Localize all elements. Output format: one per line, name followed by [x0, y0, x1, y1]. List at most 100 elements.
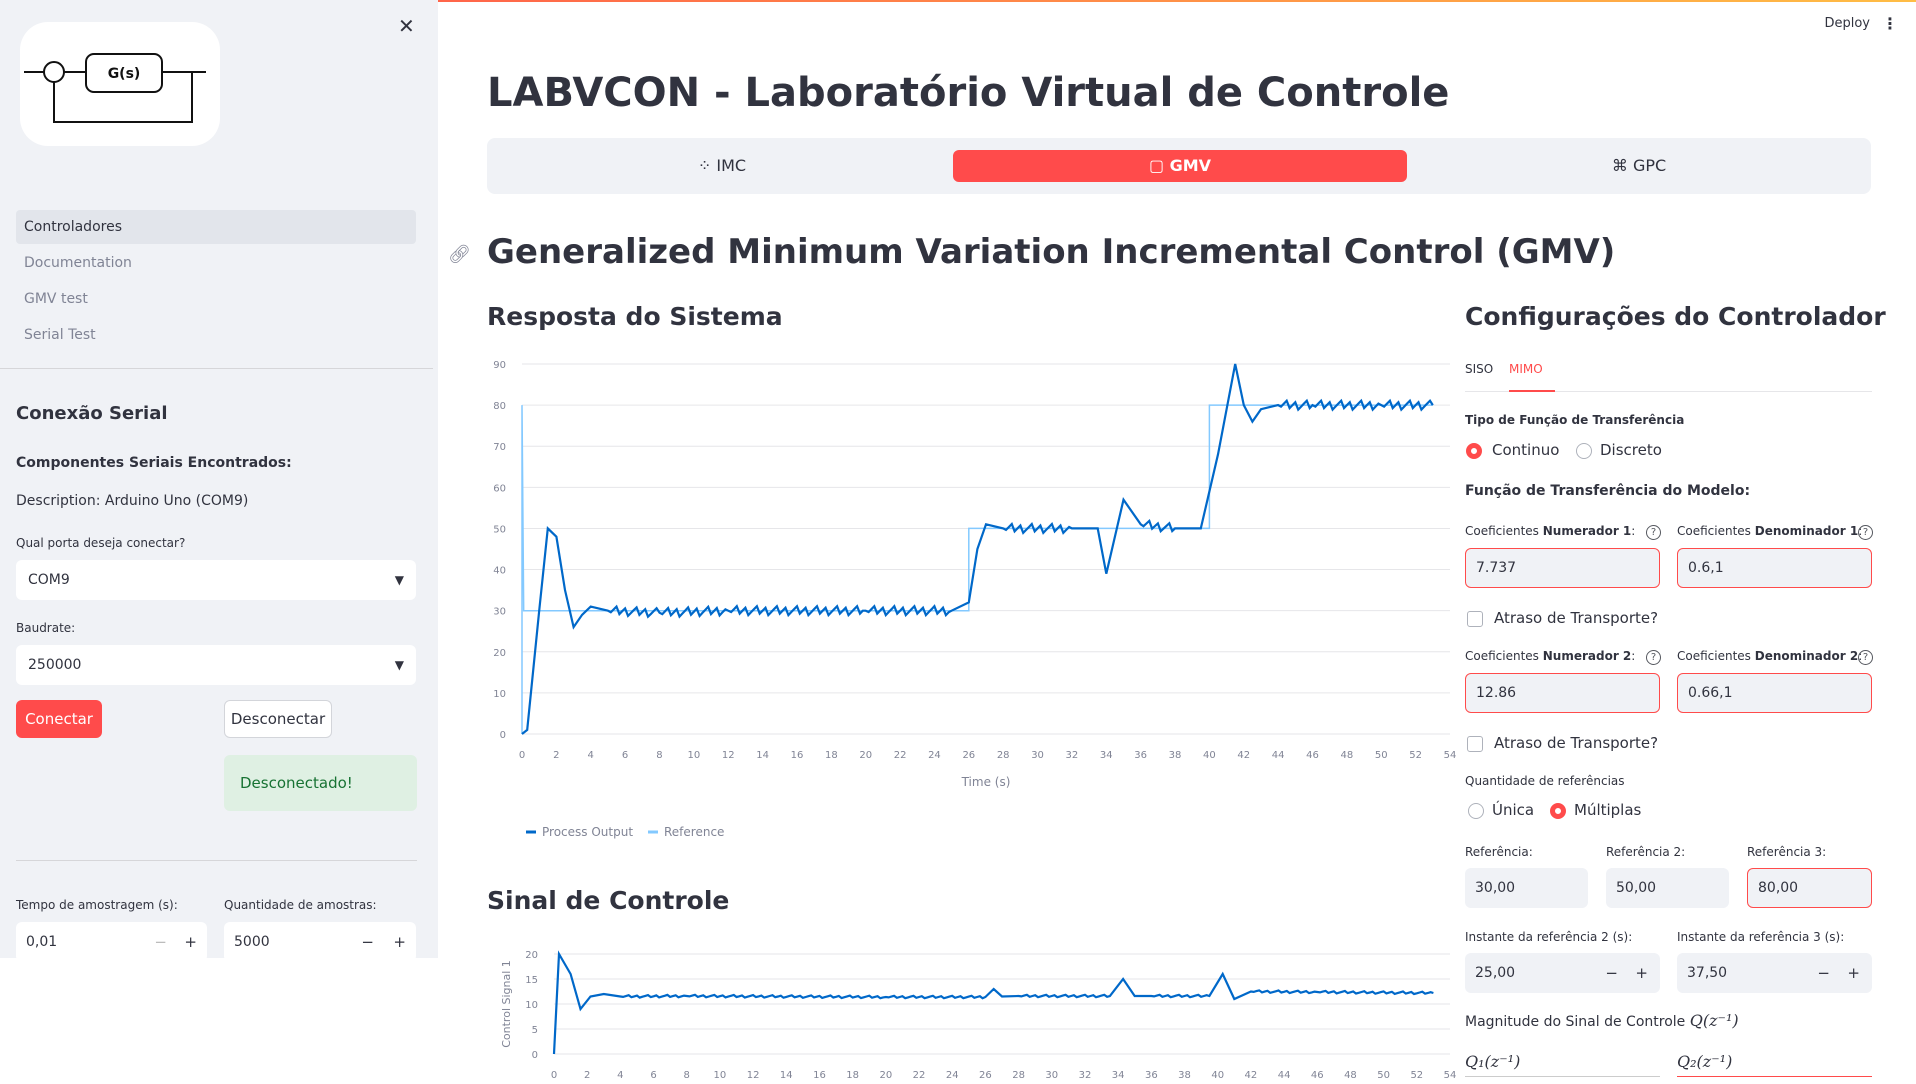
minus-icon[interactable]: − — [1605, 964, 1618, 982]
plus-icon[interactable]: + — [184, 933, 197, 951]
radio-continuo-label: Continuo — [1492, 441, 1560, 459]
radio-discreto[interactable] — [1576, 443, 1592, 459]
ref2-label: Referência 2: — [1606, 845, 1686, 859]
series-line — [521, 363, 1434, 735]
ref3-input[interactable]: 80,00 — [1747, 868, 1872, 908]
series-line — [552, 950, 1434, 1055]
x-tick-label: 30 — [1031, 750, 1044, 761]
plus-icon[interactable]: + — [1635, 964, 1648, 982]
x-tick-label: 0 — [519, 750, 525, 761]
tab-imc[interactable]: ⁘ IMC — [487, 150, 957, 182]
y-tick-label: 30 — [493, 607, 506, 618]
sidebar-divider — [0, 368, 433, 369]
minus-icon[interactable]: − — [361, 933, 374, 951]
help-icon[interactable]: ? — [1858, 650, 1873, 665]
baud-select-value: 250000 — [28, 657, 82, 673]
disconnect-button[interactable]: Desconectar — [224, 700, 332, 738]
x-tick-label: 54 — [1444, 750, 1457, 761]
y-tick-label: 20 — [525, 950, 538, 961]
port-label: Qual porta deseja conectar? — [16, 536, 186, 550]
q2-label: Q₂(z⁻¹) — [1677, 1052, 1733, 1071]
radio-unica[interactable] — [1468, 803, 1484, 819]
radio-continuo[interactable] — [1466, 443, 1482, 459]
x-tick-label: 28 — [997, 750, 1010, 761]
q2-input[interactable] — [1677, 1076, 1872, 1080]
radio-multiplas[interactable] — [1550, 803, 1566, 819]
plus-icon[interactable]: + — [393, 933, 406, 951]
x-tick-label: 52 — [1410, 1070, 1423, 1080]
help-icon[interactable]: ? — [1646, 650, 1661, 665]
help-icon[interactable]: ? — [1646, 525, 1661, 540]
sidebar-item-controladores[interactable]: Controladores — [16, 210, 416, 244]
inst2-input[interactable]: 25,00 − + — [1465, 953, 1660, 993]
x-tick-label: 38 — [1169, 750, 1182, 761]
ref1-input[interactable]: 30,00 — [1465, 868, 1588, 908]
page-title: LABVCON - Laboratório Virtual de Control… — [487, 70, 1450, 116]
close-sidebar-icon[interactable]: ✕ — [398, 14, 415, 38]
x-tick-label: 40 — [1211, 1070, 1224, 1080]
x-tick-label: 24 — [928, 750, 941, 761]
sidebar-item-gmv-test[interactable]: GMV test — [24, 291, 88, 307]
num1-label: Coeficientes Numerador 1: — [1465, 524, 1636, 538]
tf-type-label: Tipo de Função de Transferência — [1465, 413, 1685, 427]
y-tick-label: 90 — [493, 360, 506, 371]
response-title: Resposta do Sistema — [487, 302, 783, 331]
sample-count-input[interactable]: 5000 − + — [224, 922, 416, 962]
delay1-checkbox[interactable] — [1467, 611, 1483, 627]
x-tick-label: 42 — [1245, 1070, 1258, 1080]
legend-item: Reference — [664, 825, 724, 839]
sampling-time-label: Tempo de amostragem (s): — [16, 898, 178, 912]
tab-siso[interactable]: SISO — [1465, 362, 1494, 376]
x-tick-label: 32 — [1066, 750, 1079, 761]
minus-icon[interactable]: − — [154, 933, 167, 951]
ref1-label: Referência: — [1465, 845, 1533, 859]
x-tick-label: 46 — [1306, 750, 1319, 761]
inst3-input[interactable]: 37,50 − + — [1677, 953, 1872, 993]
den1-input[interactable]: 0.6,1 — [1677, 548, 1872, 588]
radio-multiplas-label: Múltiplas — [1574, 801, 1642, 819]
port-select[interactable]: COM9 ▼ — [16, 560, 416, 600]
x-tick-label: 6 — [650, 1070, 656, 1080]
ref2-input[interactable]: 50,00 — [1606, 868, 1729, 908]
sampling-time-input[interactable]: 0,01 − + — [16, 922, 207, 962]
sidebar-item-serial-test[interactable]: Serial Test — [24, 327, 96, 343]
x-tick-label: 12 — [722, 750, 735, 761]
inst3-label: Instante da referência 3 (s): — [1677, 930, 1845, 944]
y-tick-label: 0 — [532, 1050, 538, 1061]
section-title: Generalized Minimum Variation Incrementa… — [487, 232, 1616, 272]
connection-status: Desconectado! — [224, 755, 417, 811]
x-tick-label: 50 — [1375, 750, 1388, 761]
delay2-label: Atraso de Transporte? — [1494, 734, 1659, 752]
x-tick-label: 16 — [791, 750, 804, 761]
y-tick-label: 10 — [525, 1000, 538, 1011]
x-tick-label: 52 — [1409, 750, 1422, 761]
radio-unica-label: Única — [1492, 801, 1535, 819]
main-menu-icon[interactable]: ⋮ — [1882, 14, 1898, 33]
connect-button[interactable]: Conectar — [16, 700, 102, 738]
x-tick-label: 26 — [962, 750, 975, 761]
anchor-link-icon[interactable]: 🔗︎ — [448, 244, 471, 265]
ref-count-label: Quantidade de referências — [1465, 774, 1625, 788]
tab-mimo[interactable]: MIMO — [1509, 362, 1543, 376]
sidebar-item-documentation[interactable]: Documentation — [24, 255, 132, 271]
deploy-button[interactable]: Deploy — [1824, 16, 1870, 31]
minus-icon[interactable]: − — [1817, 964, 1830, 982]
controller-tabs: ⁘ IMC ▢ GMV ⌘ GPC — [487, 138, 1871, 194]
plus-icon[interactable]: + — [1847, 964, 1860, 982]
tab-gpc[interactable]: ⌘ GPC — [1407, 150, 1871, 182]
serial-description: Description: Arduino Uno (COM9) — [16, 493, 249, 509]
delay2-checkbox[interactable] — [1467, 736, 1483, 752]
x-tick-label: 30 — [1045, 1070, 1058, 1080]
num1-input[interactable]: 7.737 — [1465, 548, 1660, 588]
y-tick-label: 5 — [532, 1025, 538, 1036]
den2-input[interactable]: 0.66,1 — [1677, 673, 1872, 713]
x-tick-label: 36 — [1134, 750, 1147, 761]
y-tick-label: 0 — [500, 730, 506, 741]
help-icon[interactable]: ? — [1858, 525, 1873, 540]
q1-input[interactable] — [1465, 1076, 1660, 1080]
x-axis-label: Time (s) — [961, 775, 1011, 789]
baud-select[interactable]: 250000 ▼ — [16, 645, 416, 685]
num2-input[interactable]: 12.86 — [1465, 673, 1660, 713]
tab-gmv[interactable]: ▢ GMV — [953, 150, 1407, 182]
sample-count-label: Quantidade de amostras: — [224, 898, 377, 912]
